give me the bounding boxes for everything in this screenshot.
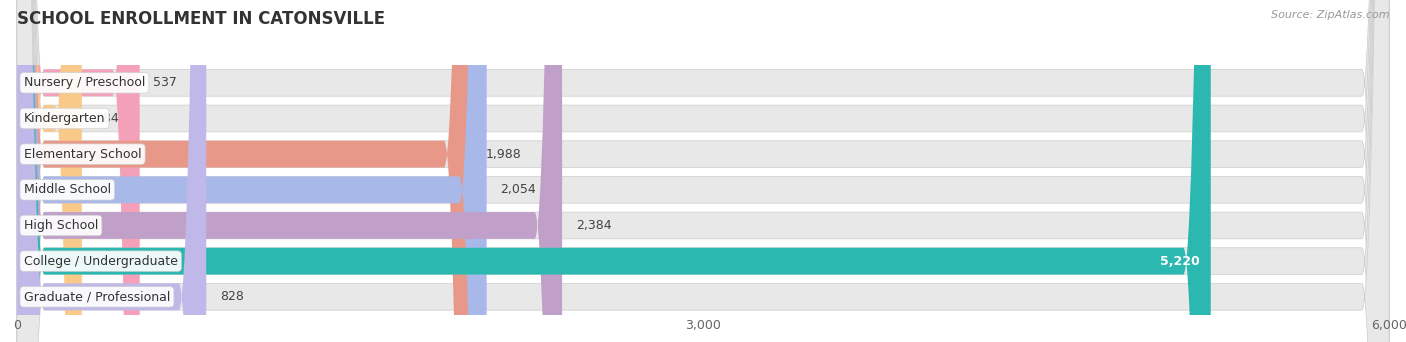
Text: 1,988: 1,988: [485, 148, 522, 161]
Text: Middle School: Middle School: [24, 183, 111, 196]
FancyBboxPatch shape: [17, 0, 471, 342]
Text: 2,054: 2,054: [501, 183, 536, 196]
Text: 2,384: 2,384: [576, 219, 612, 232]
Text: 828: 828: [219, 290, 243, 303]
Text: 537: 537: [153, 76, 177, 89]
FancyBboxPatch shape: [17, 0, 1389, 342]
Text: SCHOOL ENROLLMENT IN CATONSVILLE: SCHOOL ENROLLMENT IN CATONSVILLE: [17, 10, 385, 28]
Text: Elementary School: Elementary School: [24, 148, 142, 161]
Text: College / Undergraduate: College / Undergraduate: [24, 255, 177, 268]
FancyBboxPatch shape: [17, 0, 139, 342]
FancyBboxPatch shape: [17, 0, 562, 342]
FancyBboxPatch shape: [17, 0, 1389, 342]
FancyBboxPatch shape: [17, 0, 1389, 342]
FancyBboxPatch shape: [17, 0, 1389, 342]
Text: High School: High School: [24, 219, 98, 232]
Text: Source: ZipAtlas.com: Source: ZipAtlas.com: [1271, 10, 1389, 20]
Text: Nursery / Preschool: Nursery / Preschool: [24, 76, 145, 89]
FancyBboxPatch shape: [17, 0, 1211, 342]
FancyBboxPatch shape: [17, 0, 486, 342]
Text: 284: 284: [96, 112, 120, 125]
FancyBboxPatch shape: [17, 0, 82, 342]
FancyBboxPatch shape: [17, 0, 1389, 342]
Text: Kindergarten: Kindergarten: [24, 112, 105, 125]
Text: 5,220: 5,220: [1160, 255, 1199, 268]
FancyBboxPatch shape: [17, 0, 1389, 342]
FancyBboxPatch shape: [17, 0, 1389, 342]
Text: Graduate / Professional: Graduate / Professional: [24, 290, 170, 303]
FancyBboxPatch shape: [17, 0, 207, 342]
